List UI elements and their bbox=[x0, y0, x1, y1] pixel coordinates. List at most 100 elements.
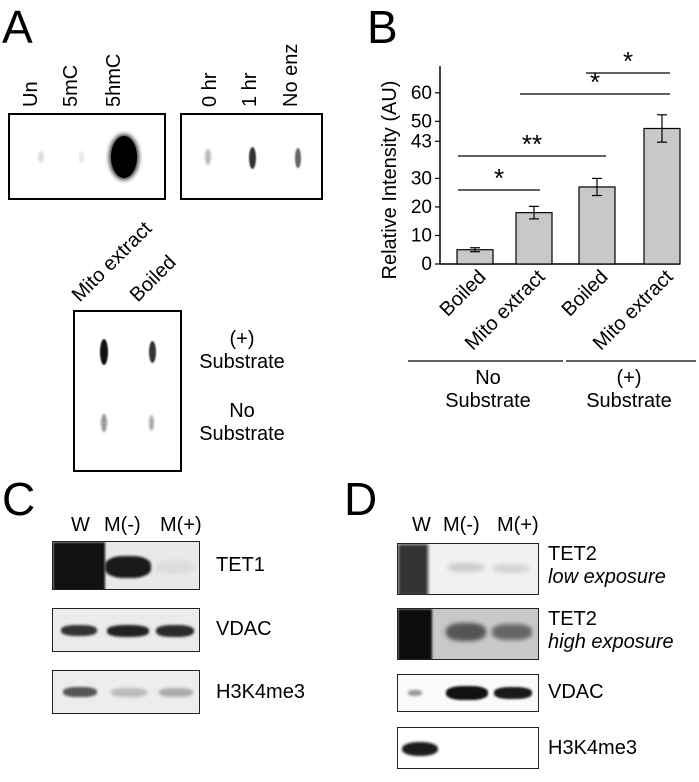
band bbox=[105, 556, 151, 578]
group-label-line1: No bbox=[475, 367, 501, 389]
band bbox=[156, 625, 194, 637]
bar bbox=[643, 127, 681, 265]
band bbox=[402, 742, 438, 756]
lane-m-minus-d: M(-) bbox=[443, 514, 480, 536]
lane-label-0hr: 0 hr bbox=[199, 72, 221, 107]
sig-1-star: * bbox=[494, 163, 504, 193]
band bbox=[111, 688, 147, 697]
band bbox=[408, 690, 422, 696]
y-tick-label: 50 bbox=[411, 111, 432, 132]
band bbox=[448, 563, 484, 572]
lane-label-boiled: Boiled bbox=[125, 251, 181, 307]
dot-no-enz bbox=[295, 148, 301, 168]
significance-group: ***** bbox=[458, 50, 670, 193]
lane-label-no-enz: No enz bbox=[280, 43, 302, 107]
y-tick-label: 10 bbox=[411, 225, 432, 246]
row-label-no-substrate: No Substrate bbox=[192, 400, 292, 446]
panel-d-letter: D bbox=[344, 473, 378, 525]
sig-4-star: * bbox=[623, 50, 633, 76]
y-axis-label: Relative Intensity (AU) bbox=[379, 81, 401, 280]
lane-m-plus-d: M(+) bbox=[497, 514, 539, 536]
gel-tet2-high bbox=[397, 608, 539, 660]
dot-1hr bbox=[249, 147, 256, 169]
dot-un bbox=[38, 151, 44, 163]
gel-vdac-c bbox=[52, 608, 200, 652]
dot-boiled-no bbox=[149, 415, 154, 431]
band bbox=[159, 688, 193, 697]
gel-vdac-d bbox=[397, 674, 539, 712]
row-name: TET2 bbox=[548, 608, 597, 630]
row-label-h3k4me3-d: H3K4me3 bbox=[548, 737, 637, 759]
band bbox=[107, 625, 149, 637]
band bbox=[494, 687, 532, 699]
row-name: TET2 bbox=[548, 543, 597, 565]
dot-boiled-plus bbox=[149, 341, 156, 363]
row-label-line1: (+) bbox=[229, 328, 255, 350]
row-label-line2: Substrate bbox=[199, 351, 285, 373]
dot-mito-plus bbox=[100, 339, 108, 365]
y-tick-label: 30 bbox=[411, 168, 432, 189]
row-label-plus-substrate: (+) Substrate bbox=[192, 328, 292, 374]
band bbox=[398, 544, 428, 594]
row-label-vdac-c: VDAC bbox=[216, 618, 272, 640]
band bbox=[446, 623, 486, 641]
row-label-tet2-low: TET2 low exposure bbox=[548, 543, 666, 589]
category-label: Boiled bbox=[436, 266, 491, 321]
group-label-line2: Substrate bbox=[445, 390, 531, 412]
band bbox=[398, 609, 432, 659]
row-label-line1: No bbox=[229, 400, 255, 422]
row-label-line2: Substrate bbox=[199, 423, 285, 445]
band bbox=[53, 542, 105, 589]
sig-2-star: ** bbox=[522, 129, 542, 159]
row-label-tet1: TET1 bbox=[216, 554, 265, 576]
band bbox=[63, 687, 97, 697]
dot-blot-3 bbox=[73, 310, 182, 472]
y-tick-label: 43 bbox=[411, 131, 432, 152]
row-label-vdac-d: VDAC bbox=[548, 681, 604, 703]
lane-label-5mc: 5mC bbox=[60, 64, 82, 107]
band bbox=[493, 564, 529, 573]
lane-m-minus-c: M(-) bbox=[104, 514, 141, 536]
lane-label-1hr: 1 hr bbox=[239, 72, 261, 107]
gel-h3k4me3-c bbox=[52, 670, 200, 714]
row-note: low exposure bbox=[548, 566, 666, 588]
lane-label-un: Un bbox=[20, 81, 42, 107]
panel-c-letter: C bbox=[2, 473, 36, 525]
lane-w-c: W bbox=[71, 514, 90, 536]
panel-b-letter: B bbox=[367, 1, 398, 53]
dot-blot-1 bbox=[8, 113, 166, 200]
dot-5mc bbox=[79, 151, 84, 163]
lane-m-plus-c: M(+) bbox=[160, 514, 202, 536]
y-tick-label: 60 bbox=[411, 83, 432, 104]
band bbox=[156, 560, 194, 574]
dot-0hr bbox=[205, 149, 211, 165]
band bbox=[61, 625, 97, 636]
row-label-tet2-high: TET2 high exposure bbox=[548, 608, 674, 654]
y-tick-label: 20 bbox=[411, 197, 432, 218]
panel-a-letter: A bbox=[2, 1, 33, 53]
dot-mito-no bbox=[101, 414, 107, 432]
row-note: high exposure bbox=[548, 631, 674, 653]
group-label-line1: (+) bbox=[617, 367, 642, 389]
group-label-line2: Substrate bbox=[586, 390, 672, 412]
dot-blot-2 bbox=[180, 113, 323, 200]
band bbox=[446, 686, 488, 700]
bars-group bbox=[456, 114, 681, 265]
sig-3-star: * bbox=[590, 67, 600, 97]
dot-5hmc bbox=[111, 136, 137, 178]
category-label: Boiled bbox=[558, 266, 613, 321]
bar bbox=[515, 212, 553, 265]
bar bbox=[578, 186, 616, 265]
lane-w-d: W bbox=[412, 514, 431, 536]
gel-tet1 bbox=[52, 541, 200, 590]
gel-tet2-low bbox=[397, 543, 539, 595]
y-tick-label: 0 bbox=[421, 254, 432, 275]
gel-h3k4me3-d bbox=[397, 727, 539, 769]
lane-label-5hmc: 5hmC bbox=[103, 53, 125, 107]
band bbox=[492, 624, 532, 640]
row-label-h3k4me3-c: H3K4me3 bbox=[216, 681, 305, 703]
